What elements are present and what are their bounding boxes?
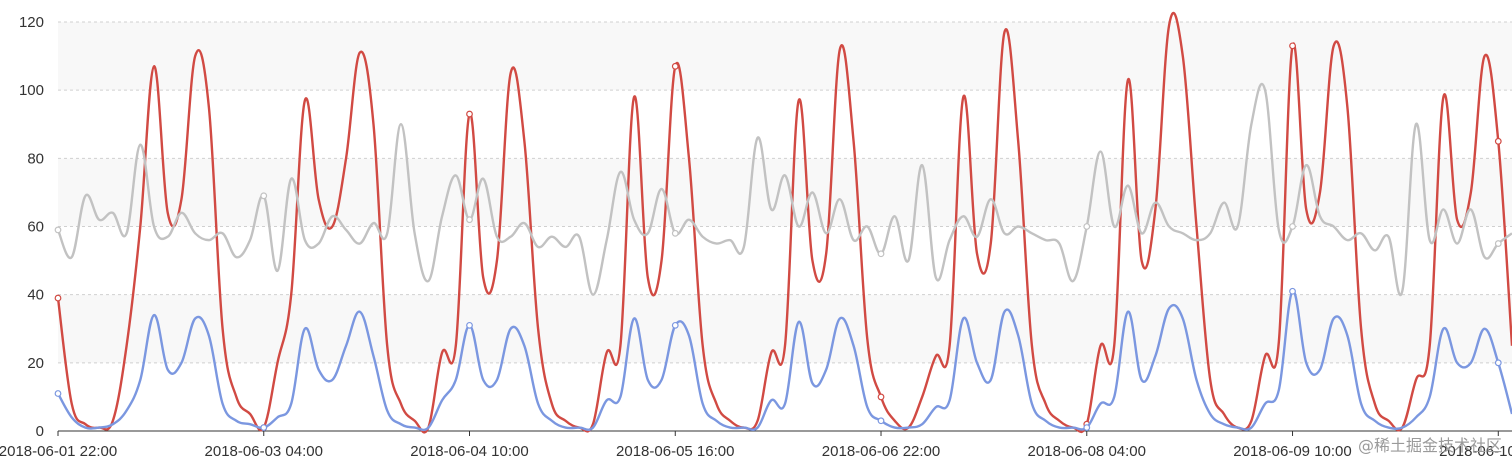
data-point bbox=[54, 294, 62, 302]
y-axis: 0 20 40 60 80 100 120 bbox=[19, 14, 44, 440]
x-tick-label: 2018-06-03 04:00 bbox=[205, 443, 323, 460]
x-tick-label: 2018-06-04 10:00 bbox=[410, 443, 528, 460]
split-band bbox=[58, 90, 1512, 159]
x-tick-label: 2018-06-01 22:00 bbox=[0, 443, 117, 460]
data-point bbox=[877, 417, 885, 425]
x-tick-label: 2018-06-05 16:00 bbox=[616, 443, 734, 460]
data-point bbox=[54, 226, 62, 234]
y-tick-label: 80 bbox=[27, 150, 44, 167]
data-point bbox=[1494, 137, 1502, 145]
series-line bbox=[56, 290, 1512, 432]
data-point bbox=[1289, 42, 1296, 50]
x-tick-label: 2018-06-09 10:00 bbox=[1233, 443, 1351, 460]
split-band bbox=[58, 22, 1512, 91]
series-1 bbox=[54, 287, 1512, 432]
series-line bbox=[56, 11, 1512, 434]
data-point bbox=[260, 192, 268, 200]
data-point bbox=[671, 229, 679, 237]
data-point bbox=[54, 390, 62, 397]
data-point bbox=[877, 250, 885, 258]
y-tick-label: 60 bbox=[27, 219, 44, 236]
y-tick-label: 40 bbox=[27, 287, 44, 304]
data-point bbox=[466, 216, 473, 224]
data-point bbox=[1494, 359, 1502, 367]
x-tick-label: 2018-06-08 04:00 bbox=[1028, 443, 1146, 460]
data-point bbox=[466, 110, 473, 118]
series-group bbox=[54, 11, 1512, 434]
data-point bbox=[1083, 424, 1091, 431]
data-point bbox=[1083, 223, 1091, 230]
y-tick-label: 120 bbox=[19, 14, 44, 31]
data-point bbox=[671, 62, 679, 70]
data-point bbox=[1289, 287, 1296, 295]
x-axis: 2018-06-01 22:00 2018-06-03 04:00 2018-06-… bbox=[0, 431, 1512, 460]
watermark: @稀土掘金技术社区 bbox=[1357, 436, 1502, 455]
y-tick-label: 20 bbox=[27, 355, 44, 372]
data-point bbox=[671, 321, 679, 329]
split-band bbox=[58, 158, 1512, 227]
x-tick-label: 2018-06-06 22:00 bbox=[822, 443, 940, 460]
y-tick-label: 100 bbox=[19, 82, 44, 99]
y-tick-label: 0 bbox=[36, 423, 44, 440]
data-point bbox=[1289, 223, 1296, 230]
split-band bbox=[58, 226, 1512, 295]
split-band bbox=[58, 362, 1512, 431]
data-point bbox=[260, 424, 268, 431]
series-2 bbox=[54, 82, 1512, 297]
data-point bbox=[466, 321, 473, 329]
x-tick-label: 2018-06-10 16:00 bbox=[1439, 443, 1512, 460]
series-line bbox=[56, 82, 1512, 297]
data-point bbox=[877, 393, 885, 401]
data-point bbox=[1494, 240, 1502, 247]
